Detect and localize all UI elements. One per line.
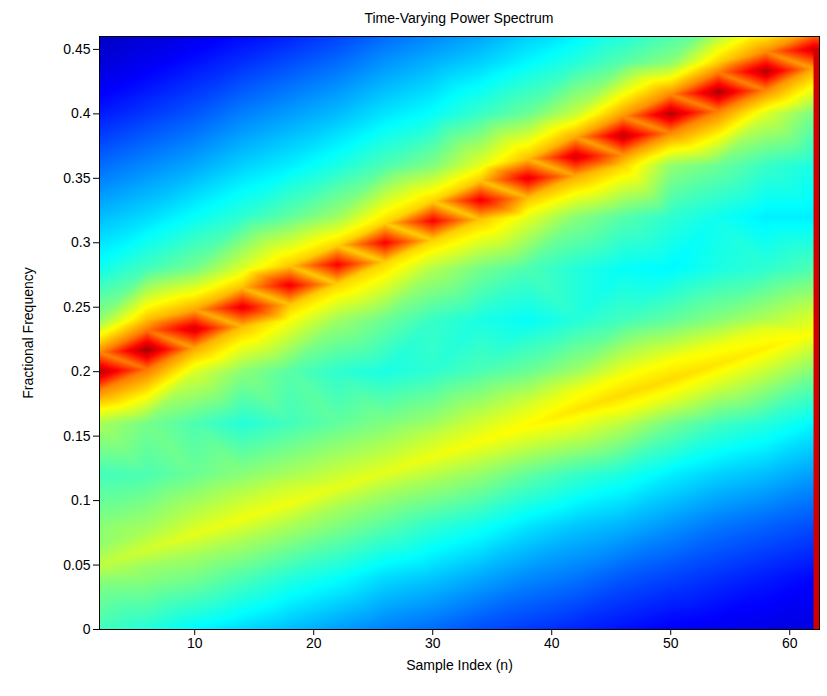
svg-text:0.4: 0.4 [71, 105, 91, 121]
html-text:Time-Varying Power Spectrum: Time-Varying Power Spectrum [364, 10, 554, 26]
svg-text:Fractional Frequency: Fractional Frequency [20, 267, 36, 399]
svg-text:0.45: 0.45 [63, 41, 90, 57]
svg-text:0.25: 0.25 [63, 299, 90, 315]
svg-text:10: 10 [187, 635, 203, 651]
svg-text:20: 20 [306, 635, 322, 651]
svg-text:0.2: 0.2 [71, 363, 91, 379]
svg-text:40: 40 [544, 635, 560, 651]
svg-text:50: 50 [663, 635, 679, 651]
svg-text:0.3: 0.3 [71, 234, 91, 250]
svg-text:0.1: 0.1 [71, 492, 91, 508]
svg-text:0.15: 0.15 [63, 428, 90, 444]
svg-text:0.35: 0.35 [63, 170, 90, 186]
svg-text:0: 0 [83, 621, 91, 637]
svg-text:60: 60 [782, 635, 798, 651]
svg-text:30: 30 [425, 635, 441, 651]
svg-text:Sample Index (n): Sample Index (n) [406, 657, 513, 673]
svg-text:0.05: 0.05 [63, 557, 90, 573]
